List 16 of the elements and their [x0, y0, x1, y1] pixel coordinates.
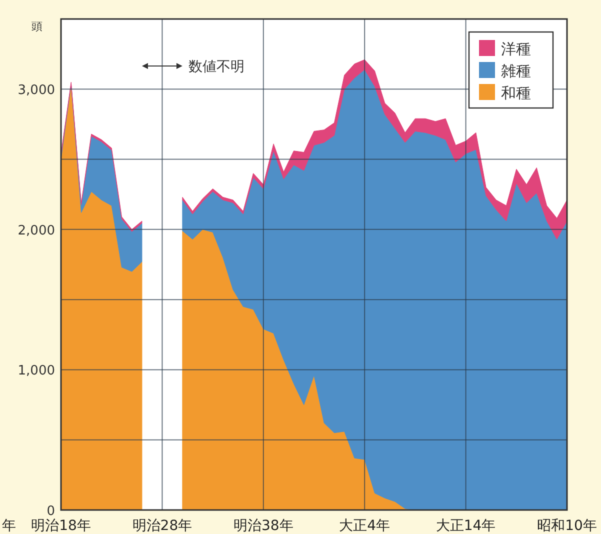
x-tick-label: 大正14年 — [436, 518, 496, 534]
x-axis-title: 年 — [2, 518, 16, 534]
y-tick-label: 1,000 — [18, 364, 55, 379]
x-tick-label: 昭和10年 — [537, 518, 597, 534]
x-tick-label: 明治18年 — [31, 518, 91, 534]
legend-label: 和種 — [501, 84, 531, 102]
legend-label: 洋種 — [501, 40, 531, 58]
y-tick-label: 2,000 — [18, 223, 55, 238]
annotation: 数値不明 — [188, 59, 244, 75]
y-axis-title: 頭 — [32, 20, 42, 33]
x-tick-label: 大正4年 — [339, 518, 390, 534]
x-tick-label: 明治38年 — [233, 518, 294, 534]
y-tick-label: 0 — [46, 504, 55, 519]
x-tick-label: 明治28年 — [132, 518, 192, 534]
legend-label: 雑種 — [501, 62, 531, 80]
y-tick-label: 3,000 — [18, 83, 55, 98]
